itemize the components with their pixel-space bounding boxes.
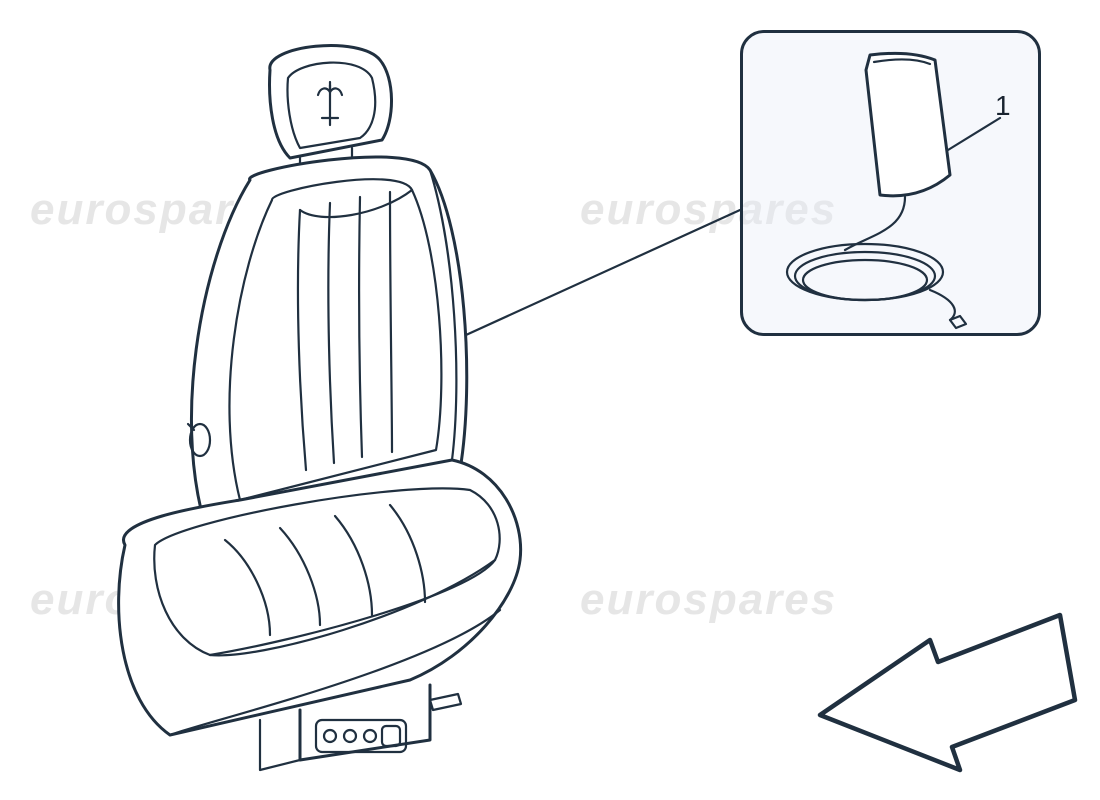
seat-icon (119, 46, 521, 770)
diagram-canvas: eurospares eurospares eurospares eurospa… (0, 0, 1100, 800)
line-art-layer (0, 0, 1100, 800)
direction-arrow (820, 615, 1075, 770)
callout-leader-1 (948, 118, 1000, 150)
airbag-module-icon (787, 53, 966, 328)
leader-line-main (455, 210, 740, 340)
